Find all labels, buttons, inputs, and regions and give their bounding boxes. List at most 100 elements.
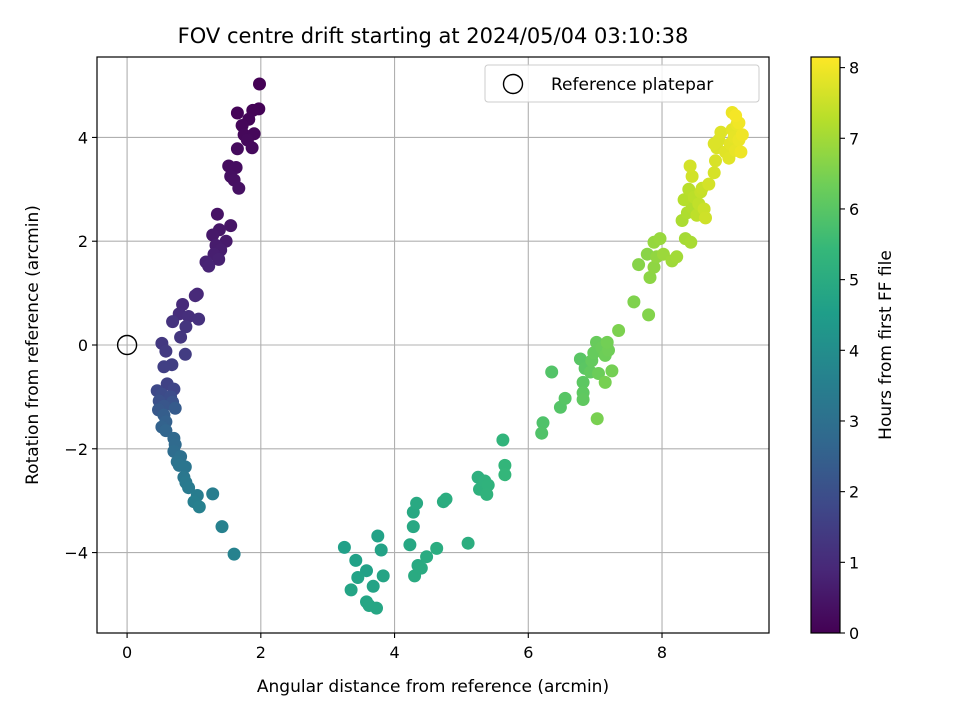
data-point (592, 367, 605, 380)
data-point (206, 228, 220, 242)
data-point (576, 375, 590, 389)
data-point (178, 460, 192, 474)
colorbar-tick-label: 4 (849, 341, 859, 360)
y-tick-label: 4 (78, 128, 88, 147)
data-point (714, 125, 728, 139)
data-point (159, 424, 173, 438)
data-point (168, 401, 182, 415)
legend-box (484, 64, 760, 103)
legend-reference-marker (502, 73, 524, 95)
x-axis: 0 2 4 6 8 (122, 633, 667, 662)
data-point (647, 260, 661, 274)
colorbar-tick-label: 5 (849, 271, 859, 290)
data-point (376, 569, 390, 583)
data-point (685, 169, 699, 183)
data-point (627, 295, 641, 309)
data-point (439, 492, 453, 506)
data-point (498, 458, 512, 472)
data-point (178, 347, 192, 361)
data-point (212, 252, 226, 266)
colorbar-fill (811, 57, 840, 633)
data-point (699, 211, 712, 225)
data-point (642, 308, 656, 322)
data-point (612, 324, 626, 337)
data-point (643, 271, 657, 284)
data-point (702, 177, 716, 191)
data-point (590, 412, 604, 426)
x-tick-label: 8 (657, 643, 667, 662)
data-point (496, 433, 510, 447)
data-point (498, 468, 512, 482)
y-tick-label: −4 (64, 544, 88, 563)
data-point (360, 564, 373, 578)
chart-title: FOV centre drift starting at 2024/05/04 … (178, 24, 689, 48)
legend-entry-reference-platepar: Reference platepar (551, 75, 713, 95)
data-point (351, 571, 365, 584)
data-point (605, 364, 619, 378)
data-point (406, 520, 420, 534)
data-point (670, 250, 684, 264)
data-point (349, 553, 363, 567)
legend: Reference platepar (484, 64, 760, 103)
x-tick-label: 2 (256, 643, 266, 662)
colorbar-tick-label: 3 (849, 412, 859, 431)
data-point (253, 77, 266, 91)
data-point (545, 365, 559, 379)
colorbar-tick-label: 1 (849, 553, 859, 572)
data-point (227, 547, 241, 561)
data-point (735, 128, 749, 142)
data-point (410, 496, 424, 510)
colorbar-tick-label: 6 (849, 200, 859, 219)
colorbar-tick-label: 0 (849, 624, 859, 643)
y-tick-label: 0 (78, 336, 88, 355)
x-tick-label: 0 (122, 643, 132, 662)
data-point (632, 258, 646, 272)
data-point (684, 235, 698, 249)
data-point (576, 393, 590, 406)
data-point (182, 481, 196, 495)
data-point (206, 487, 220, 501)
data-point (370, 601, 383, 615)
data-point (729, 109, 743, 123)
colorbar-frame (810, 56, 841, 634)
data-point (157, 360, 171, 374)
y-axis-label: Rotation from reference (arcmin) (23, 205, 43, 485)
data-point (414, 561, 428, 575)
data-point (188, 289, 202, 303)
reference-platepar-marker (116, 334, 138, 356)
data-point (536, 416, 550, 430)
data-point (230, 142, 244, 156)
x-axis-label: Angular distance from reference (arcmin) (257, 677, 609, 697)
data-point (600, 335, 614, 349)
colorbar: 0 1 2 3 4 5 6 7 8 Hours from first FF file (810, 56, 896, 643)
data-point (535, 426, 549, 440)
data-point (230, 106, 244, 120)
colorbar-tick-label: 2 (849, 483, 859, 502)
data-point (420, 550, 434, 564)
data-point (192, 312, 206, 326)
reference-marker-group (116, 334, 138, 356)
scatter-points (150, 77, 749, 615)
data-point (245, 141, 259, 155)
data-point (461, 536, 475, 550)
colorbar-ticks: 0 1 2 3 4 5 6 7 8 (840, 59, 859, 643)
data-point (232, 181, 246, 195)
data-point (677, 193, 691, 207)
data-point (224, 219, 238, 233)
data-point (210, 207, 224, 221)
colorbar-label: Hours from first FF file (876, 250, 896, 440)
data-point (337, 540, 351, 554)
data-point (480, 487, 494, 501)
data-point (159, 344, 173, 358)
data-point (430, 541, 444, 555)
data-point (653, 232, 667, 246)
data-point (734, 145, 748, 159)
data-point (707, 166, 721, 180)
colorbar-tick-label: 8 (849, 59, 859, 78)
data-point (403, 538, 417, 552)
x-tick-label: 6 (523, 643, 533, 662)
data-point (371, 529, 385, 543)
data-point (202, 259, 216, 273)
y-tick-label: −2 (64, 440, 88, 459)
